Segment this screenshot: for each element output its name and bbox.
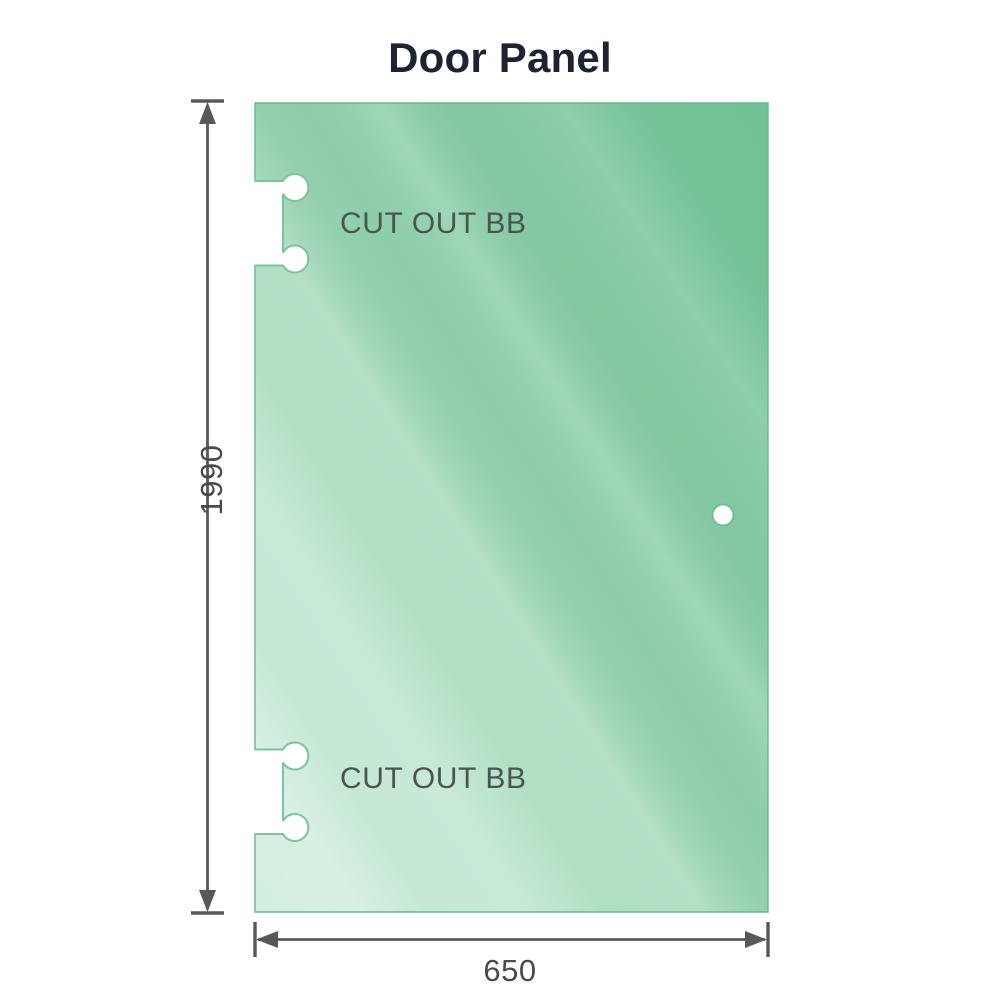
dimension-width-label: 650 xyxy=(483,953,537,988)
cut-out-bottom-shape xyxy=(255,741,310,842)
cut-out-top-label: CUT OUT BB xyxy=(340,207,527,240)
cut-out-top-shape xyxy=(255,173,310,274)
dimension-height-arrow-up xyxy=(199,102,216,124)
glass-panel-body xyxy=(255,103,768,912)
dimension-height-arrow-down xyxy=(199,890,216,912)
dimension-width xyxy=(253,922,770,957)
dimension-height xyxy=(191,99,224,915)
dimension-width-arrow-right xyxy=(745,931,767,948)
handle-hole-icon xyxy=(711,503,735,527)
dimension-width-arrow-left xyxy=(256,931,278,948)
cut-out-bottom-label: CUT OUT BB xyxy=(340,762,527,795)
page-title: Door Panel xyxy=(388,34,612,81)
dimension-height-label: 1990 xyxy=(194,444,229,516)
panel-glass-sheen xyxy=(255,103,768,912)
